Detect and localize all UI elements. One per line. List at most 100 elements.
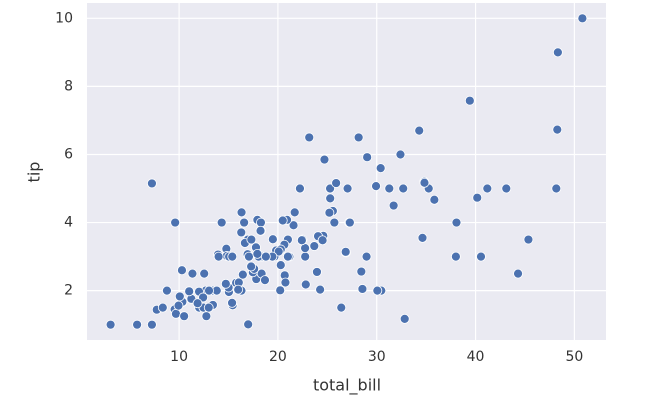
point — [577, 13, 588, 24]
point — [132, 319, 143, 330]
point — [283, 251, 293, 262]
point — [388, 200, 399, 211]
point — [304, 132, 315, 143]
point — [170, 217, 181, 228]
point — [340, 246, 351, 257]
point — [414, 125, 425, 136]
point — [267, 234, 278, 245]
point — [162, 285, 172, 296]
point — [309, 241, 320, 251]
x-tick-label: 20 — [269, 349, 287, 365]
point — [464, 95, 475, 106]
point — [239, 217, 250, 228]
point — [552, 47, 563, 58]
point — [336, 302, 347, 313]
point — [204, 285, 214, 296]
point — [177, 265, 187, 276]
point — [105, 319, 116, 330]
point — [551, 183, 562, 194]
point — [201, 311, 212, 322]
point — [203, 302, 214, 313]
y-tick-label: 10 — [55, 10, 73, 26]
point — [260, 251, 271, 262]
point — [187, 268, 198, 279]
point — [552, 124, 563, 135]
point — [275, 260, 286, 271]
point — [523, 234, 534, 245]
point — [362, 152, 373, 163]
point — [289, 207, 300, 218]
point — [482, 183, 493, 194]
point — [243, 319, 254, 330]
point — [174, 291, 185, 302]
point — [173, 300, 184, 311]
y-tick-label: 6 — [64, 146, 73, 162]
point — [353, 132, 364, 143]
point — [300, 251, 311, 262]
y-tick-label: 8 — [64, 78, 73, 94]
point — [213, 251, 224, 262]
point — [171, 308, 181, 319]
point — [450, 251, 461, 262]
point — [288, 220, 299, 231]
point — [246, 261, 257, 272]
y-tick-label: 4 — [64, 215, 73, 231]
point — [147, 319, 157, 330]
point — [147, 178, 157, 189]
point — [179, 311, 190, 322]
plot-area — [87, 3, 606, 340]
point — [192, 298, 203, 309]
point — [329, 217, 340, 228]
point — [344, 217, 355, 228]
point — [356, 266, 367, 277]
point — [384, 183, 395, 194]
point — [395, 149, 406, 160]
point — [342, 183, 353, 194]
point — [236, 207, 247, 218]
y-tick-label: 2 — [64, 283, 73, 299]
x-tick-label: 40 — [467, 349, 485, 365]
point — [319, 154, 330, 165]
point — [325, 193, 336, 204]
point — [227, 251, 238, 262]
point — [472, 192, 483, 203]
point — [252, 248, 263, 259]
point — [237, 269, 248, 280]
point — [324, 207, 335, 218]
point — [331, 178, 342, 188]
x-tick-label: 30 — [368, 349, 386, 365]
point — [273, 246, 284, 257]
point — [357, 284, 368, 294]
point — [260, 275, 270, 285]
point — [227, 297, 237, 308]
point — [275, 285, 286, 296]
point — [398, 183, 409, 194]
point — [513, 268, 523, 279]
point — [312, 267, 322, 277]
point — [244, 251, 254, 262]
point — [315, 284, 326, 295]
point — [476, 251, 486, 262]
point — [216, 217, 227, 228]
point — [372, 285, 383, 296]
point — [300, 279, 311, 290]
point — [255, 225, 266, 236]
point — [371, 181, 381, 192]
point — [199, 268, 210, 279]
x-axis-label: total_bill — [313, 376, 381, 396]
point — [501, 183, 512, 194]
x-tick-label: 10 — [170, 349, 188, 365]
point — [317, 235, 328, 246]
point — [277, 215, 288, 226]
point — [399, 313, 410, 324]
point — [236, 227, 247, 238]
point — [451, 217, 462, 228]
point — [280, 277, 291, 288]
point — [184, 286, 195, 297]
point — [375, 163, 386, 173]
x-tick-label: 50 — [565, 349, 583, 365]
point — [417, 232, 428, 243]
point — [233, 284, 244, 295]
point — [246, 234, 257, 245]
